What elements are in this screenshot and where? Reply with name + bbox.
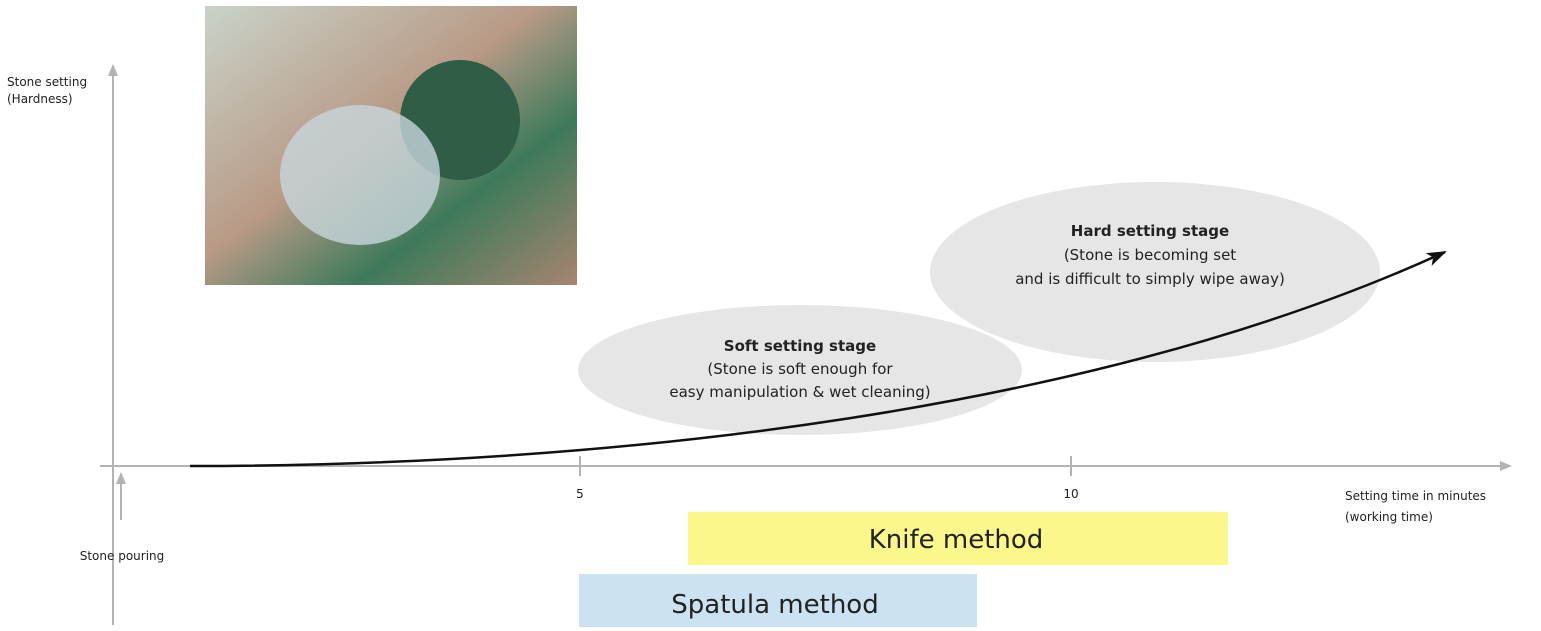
x-axis-label: Setting time in minutes xyxy=(1345,489,1486,503)
stage-text: (Stone is soft enough for xyxy=(707,360,893,378)
y-axis-label: (Hardness) xyxy=(7,92,73,106)
method-label: Spatula method xyxy=(671,590,878,620)
setting-curve xyxy=(189,250,1447,468)
x-tick-label: 5 xyxy=(576,487,584,501)
x-axis-label: (working time) xyxy=(1345,510,1433,524)
y-axis-label: Stone setting xyxy=(7,75,87,89)
origin-label: Stone pouring xyxy=(80,549,165,563)
x-tick-label: 10 xyxy=(1063,487,1078,501)
stage-text: and is difficult to simply wipe away) xyxy=(1015,270,1285,288)
stage-title: Hard setting stage xyxy=(1071,222,1229,240)
photo-articulator xyxy=(280,105,440,245)
stage-text: (Stone is becoming set xyxy=(1064,246,1236,264)
method-label: Knife method xyxy=(869,525,1044,555)
hard-stage-bubble xyxy=(930,182,1380,362)
knife-bar xyxy=(688,512,1228,565)
stage-title: Soft setting stage xyxy=(724,337,876,355)
stage-text: easy manipulation & wet cleaning) xyxy=(669,383,930,401)
soft-stage-bubble xyxy=(578,305,1022,435)
spatula-bar xyxy=(579,574,977,627)
